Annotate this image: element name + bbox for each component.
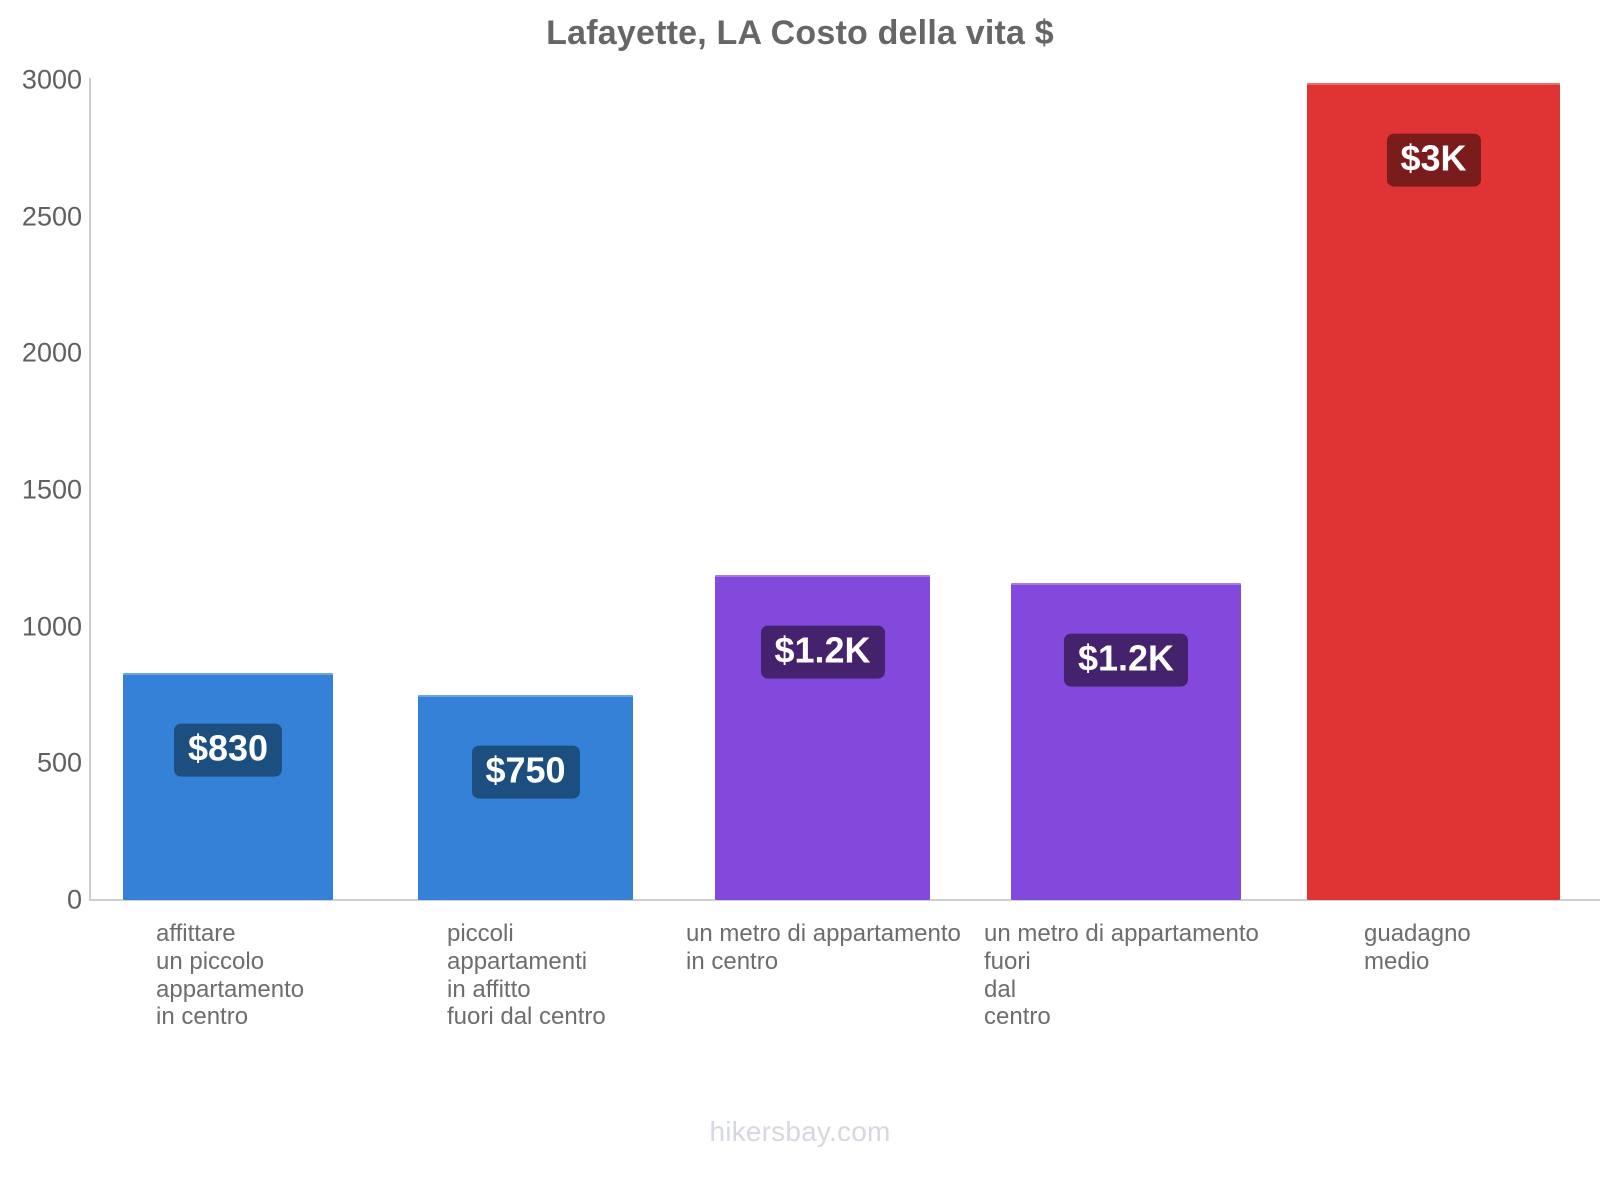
bar-value-label-1: $830 xyxy=(173,723,283,777)
bar-value-label-5: $3K xyxy=(1386,133,1481,187)
y-tick-label-0: 0 xyxy=(66,884,82,915)
bar-3[interactable] xyxy=(715,574,930,900)
bar-value-label-3: $1.2K xyxy=(760,625,885,679)
bar-5[interactable] xyxy=(1307,82,1560,900)
bar-top-edge xyxy=(1307,82,1560,85)
y-tick-label-3000: 3000 xyxy=(21,64,82,95)
bar-top-edge xyxy=(418,695,633,697)
bar-value-label-2: $750 xyxy=(471,745,580,799)
category-label-2: piccoli appartamenti in affitto fuori da… xyxy=(447,920,606,1031)
bar-top-edge xyxy=(715,574,930,577)
y-axis-line xyxy=(89,78,91,901)
category-label-5: guadagno medio xyxy=(1364,920,1471,975)
bar-value-label-4: $1.2K xyxy=(1063,633,1189,687)
x-axis-line xyxy=(89,899,1600,901)
y-tick-label-1000: 1000 xyxy=(21,611,82,642)
bar-top-edge xyxy=(123,673,333,676)
category-label-1: affittare un piccolo appartamento in cen… xyxy=(156,920,305,1031)
bar-4[interactable] xyxy=(1011,582,1241,900)
y-tick-label-1500: 1500 xyxy=(21,474,82,505)
y-tick-label-2000: 2000 xyxy=(21,337,82,368)
chart-title: Lafayette, LA Costo della vita $ xyxy=(546,14,1054,52)
bar-1[interactable] xyxy=(123,673,333,900)
y-tick-label-500: 500 xyxy=(36,747,82,778)
plot-area: $830 $750 $1.2K $1.2K $3K xyxy=(90,80,1560,900)
watermark-hikersbay: hikersbay.com xyxy=(709,1116,891,1147)
category-label-4: un metro di appartamento fuori dal centr… xyxy=(984,920,1259,1031)
category-label-3: un metro di appartamento in centro xyxy=(686,920,961,975)
bar-top-edge xyxy=(1011,582,1241,585)
y-tick-label-2500: 2500 xyxy=(21,201,82,232)
